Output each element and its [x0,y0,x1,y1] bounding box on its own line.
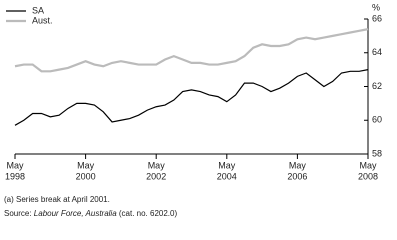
x-tick-label: May [359,160,377,170]
y-axis-label: % [372,2,380,12]
y-tick-label: 64 [372,47,382,57]
x-tick-label: 2004 [217,171,237,181]
x-tick-label: May [218,160,236,170]
x-tick-label: May [6,160,24,170]
x-tick-label: 2008 [358,171,378,181]
source-prefix: Source: [4,209,34,218]
x-tick-label: 2006 [287,171,307,181]
y-tick-label: 66 [372,13,382,23]
x-tick-label: 2002 [146,171,166,181]
series-line [14,28,369,73]
x-tick-label: 2000 [76,171,96,181]
source-suffix: (cat. no. 6202.0) [117,209,178,218]
legend-label: SA [32,5,44,15]
x-tick-label: May [77,160,95,170]
x-tick-label: May [148,160,166,170]
source: Source: Labour Force, Australia (cat. no… [4,209,177,218]
y-tick-label: 60 [372,115,382,125]
x-tick-label: May [289,160,307,170]
chart: % (a) Series break at April 2001. Source… [4,2,382,218]
note: (a) Series break at April 2001. [4,195,110,204]
series-line [14,69,369,126]
legend-label: Aust. [32,15,53,25]
x-tick-label: 1998 [5,171,25,181]
y-tick-label: 62 [372,81,382,91]
source-title: Labour Force, Australia [34,209,117,218]
y-tick-label: 58 [372,148,382,158]
